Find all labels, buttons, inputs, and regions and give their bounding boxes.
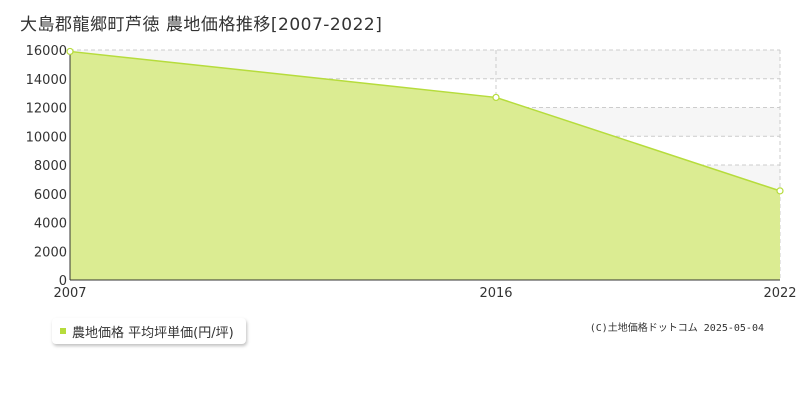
x-tick-label: 2022 [763,286,796,301]
y-tick-label: 16000 [26,44,67,59]
y-tick-label: 2000 [34,245,67,260]
y-tick-label: 14000 [26,73,67,88]
data-points [66,47,784,195]
data-point [492,93,500,102]
axes [69,50,780,281]
y-tick-label: 8000 [34,159,67,174]
x-tick-label: 2016 [479,286,512,301]
y-tick-label: 6000 [34,188,67,203]
copyright-text: (C)土地価格ドットコム 2025-05-04 [589,323,764,334]
y-tick-label: 10000 [26,130,67,145]
area-fill [70,51,780,280]
chart-title: 大島郡龍郷町芦徳 農地価格推移[2007-2022] [20,15,383,35]
y-tick-label: 12000 [26,102,67,117]
y-tick-label: 0 [59,274,67,289]
data-point [776,187,784,195]
data-point [66,47,74,56]
legend-label: 農地価格 平均坪単価(円/坪) [72,325,234,341]
y-tick-labels: 0 2000 4000 6000 8000 10000 12000 14000 16000 [26,44,67,289]
y-tick-label: 4000 [34,217,67,232]
legend-swatch [60,328,66,334]
legend: 農地価格 平均坪単価(円/坪) [52,318,246,344]
x-tick-labels: 2007 2016 2022 [53,286,796,301]
x-tick-label: 2007 [53,286,86,301]
